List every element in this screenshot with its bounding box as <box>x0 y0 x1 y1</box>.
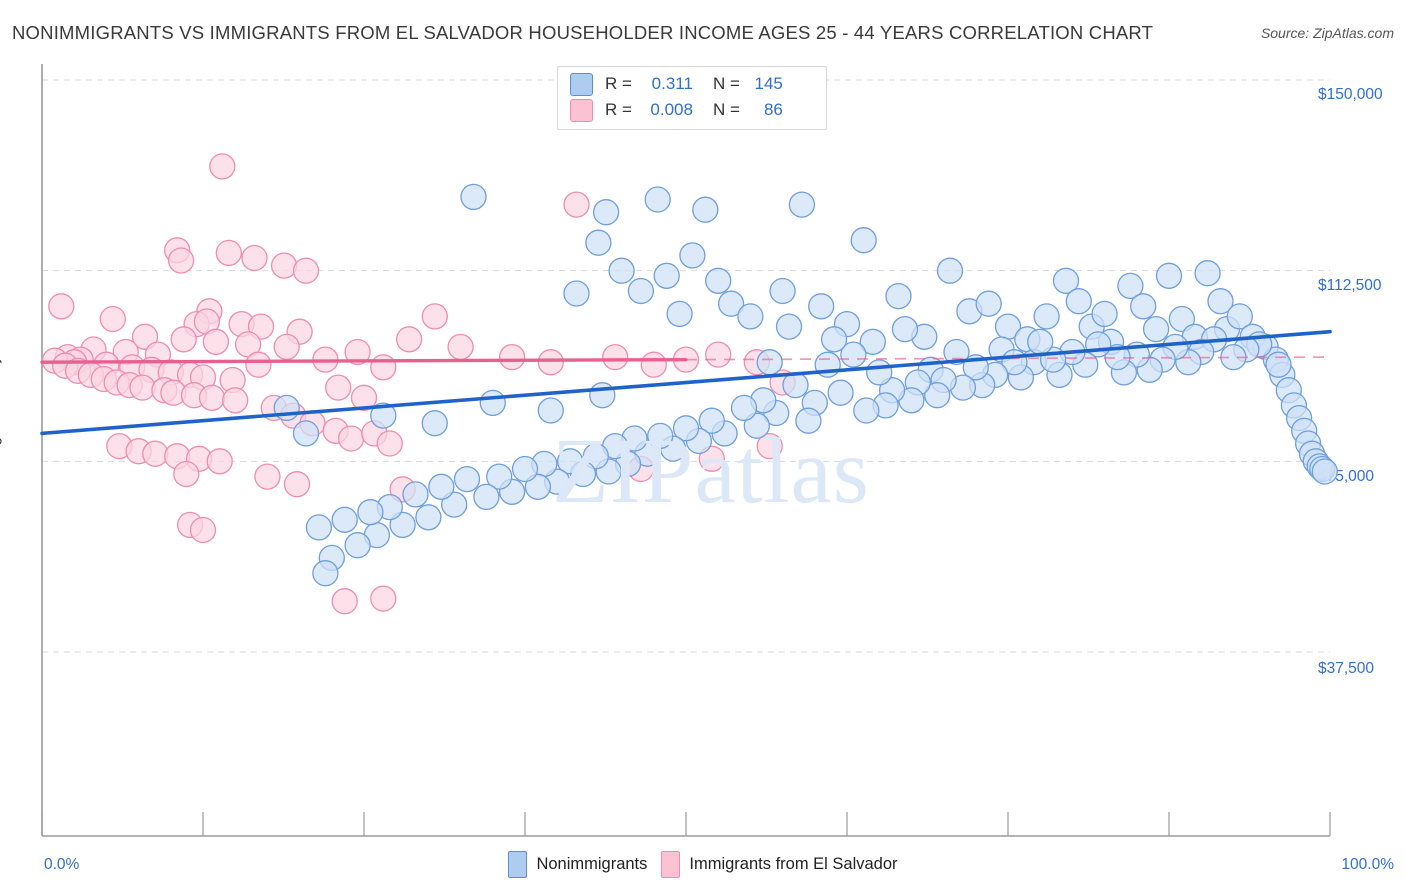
r-label: R = <box>605 74 632 93</box>
series-legend-label: Nonimmigrants <box>536 855 648 873</box>
gridlines <box>42 79 1330 653</box>
r-value: 0.008 <box>650 100 693 119</box>
blue-series-swatch-icon <box>508 851 528 878</box>
watermark: ZIPatlas <box>552 420 870 523</box>
y-tick-37500: $37,500 <box>1318 660 1375 677</box>
source-attribution: Source: ZipAtlas.com <box>1260 25 1394 41</box>
stats-legend-row-immigrants: R = 0.008 N = 86 <box>570 97 783 123</box>
y-tick-112500: $112,500 <box>1318 277 1382 294</box>
n-value: 86 <box>763 100 783 119</box>
x-axis-max-label: 100.0% <box>1341 856 1394 873</box>
x-axis-min-label: 0.0% <box>44 856 80 873</box>
stats-legend-row-nonimmigrants: R = 0.311 N = 145 <box>570 71 783 97</box>
series-legend-item-nonimmigrants[interactable]: Nonimmigrants <box>508 851 647 878</box>
blue-swatch-icon <box>570 72 593 96</box>
stats-legend: R = 0.311 N = 145 R = 0.008 N = 86 <box>557 66 827 130</box>
n-value: 145 <box>754 74 783 93</box>
y-tick-75000: $75,000 <box>1318 468 1375 485</box>
r-label: R = <box>605 100 632 119</box>
pink-series-swatch-icon <box>661 851 681 878</box>
y-tick-150000: $150,000 <box>1318 86 1383 103</box>
series-legend-label: Immigrants from El Salvador <box>689 855 898 873</box>
r-value: 0.311 <box>651 74 693 93</box>
series-legend-item-immigrants[interactable]: Immigrants from El Salvador <box>661 851 898 878</box>
y-axis-label: Householder Income Ages 25 - 44 years <box>0 325 2 603</box>
n-label: N = <box>712 74 740 93</box>
pink-swatch-icon <box>570 98 593 122</box>
series-legend: Nonimmigrants Immigrants from El Salvado… <box>0 851 1406 878</box>
blue-point-group <box>273 183 1338 587</box>
page-title: NONIMMIGRANTS VS IMMIGRANTS FROM EL SALV… <box>12 22 1154 43</box>
n-label: N = <box>712 100 740 119</box>
pink-point-group <box>41 153 796 615</box>
